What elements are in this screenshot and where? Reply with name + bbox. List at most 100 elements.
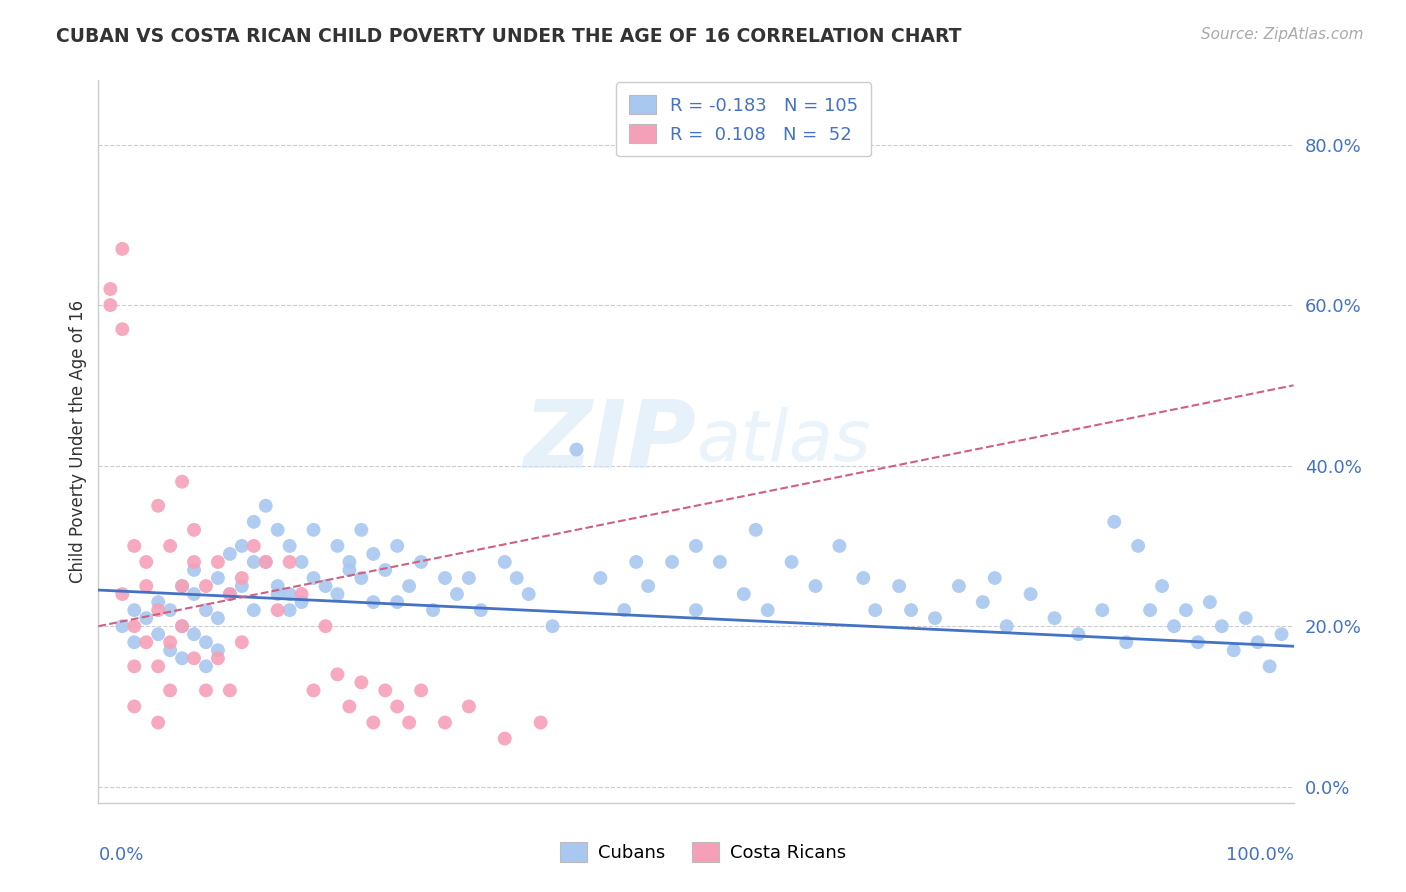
Point (315, 579, 337, 593)
Point (148, 499, 170, 513)
Point (207, 643, 229, 657)
Point (159, 683, 181, 698)
Point (219, 547, 242, 561)
Point (278, 587, 301, 601)
Point (278, 555, 301, 569)
Point (589, 571, 612, 585)
Point (411, 683, 433, 698)
Point (135, 635, 157, 649)
Point (434, 715, 457, 730)
Point (326, 667, 349, 681)
Point (231, 539, 253, 553)
Point (195, 603, 218, 617)
Point (243, 515, 266, 529)
Point (183, 555, 205, 569)
Point (411, 555, 433, 569)
Point (470, 603, 492, 617)
Point (172, 619, 194, 633)
Point (1199, 595, 1222, 609)
Point (172, 579, 194, 593)
Point (565, 442, 588, 457)
Point (243, 603, 266, 617)
Point (183, 587, 205, 601)
Point (267, 579, 290, 593)
Y-axis label: Child Poverty Under the Age of 16: Child Poverty Under the Age of 16 (69, 300, 87, 583)
Point (148, 603, 170, 617)
Point (363, 547, 385, 561)
Point (434, 571, 457, 585)
Text: atlas: atlas (696, 407, 870, 476)
Point (1104, 515, 1126, 529)
Point (231, 571, 253, 585)
Point (195, 683, 218, 698)
Point (207, 571, 229, 585)
Point (302, 571, 325, 585)
Point (948, 579, 970, 593)
Point (374, 683, 396, 698)
Point (422, 603, 444, 617)
Point (278, 603, 301, 617)
Point (972, 595, 994, 609)
Point (541, 619, 564, 633)
Point (291, 595, 314, 609)
Point (124, 603, 146, 617)
Text: Source: ZipAtlas.com: Source: ZipAtlas.com (1201, 27, 1364, 42)
Point (124, 659, 146, 673)
Point (506, 571, 529, 585)
Point (1115, 635, 1137, 649)
Point (231, 635, 253, 649)
Point (828, 539, 851, 553)
Point (111, 322, 134, 336)
Point (302, 683, 325, 698)
Point (326, 587, 349, 601)
Point (385, 595, 409, 609)
Point (207, 651, 229, 665)
Point (254, 499, 277, 513)
Point (1175, 603, 1198, 617)
Point (1258, 659, 1281, 673)
Point (111, 619, 134, 633)
Point (291, 587, 314, 601)
Point (315, 619, 337, 633)
Point (350, 675, 373, 690)
Point (385, 699, 409, 714)
Point (291, 555, 314, 569)
Point (267, 523, 290, 537)
Point (148, 715, 170, 730)
Point (1211, 619, 1233, 633)
Point (135, 611, 157, 625)
Point (804, 579, 827, 593)
Point (745, 523, 768, 537)
Point (1139, 603, 1161, 617)
Point (398, 579, 420, 593)
Point (350, 523, 373, 537)
Point (350, 571, 373, 585)
Point (637, 579, 659, 593)
Point (458, 699, 481, 714)
Point (148, 659, 170, 673)
Point (219, 587, 242, 601)
Point (302, 523, 325, 537)
Point (195, 659, 218, 673)
Point (231, 579, 253, 593)
Point (1271, 627, 1294, 641)
Point (446, 587, 468, 601)
Point (159, 635, 181, 649)
Point (1043, 611, 1066, 625)
Point (1128, 539, 1150, 553)
Point (195, 579, 218, 593)
Point (900, 603, 922, 617)
Point (183, 627, 205, 641)
Point (363, 595, 385, 609)
Point (219, 683, 242, 698)
Point (1163, 619, 1185, 633)
Point (267, 603, 290, 617)
Point (1187, 635, 1209, 649)
Text: 100.0%: 100.0% (1226, 847, 1294, 864)
Point (254, 555, 277, 569)
Point (98, 298, 122, 312)
Text: 0.0%: 0.0% (98, 847, 143, 864)
Point (148, 627, 170, 641)
Point (183, 523, 205, 537)
Point (207, 555, 229, 569)
